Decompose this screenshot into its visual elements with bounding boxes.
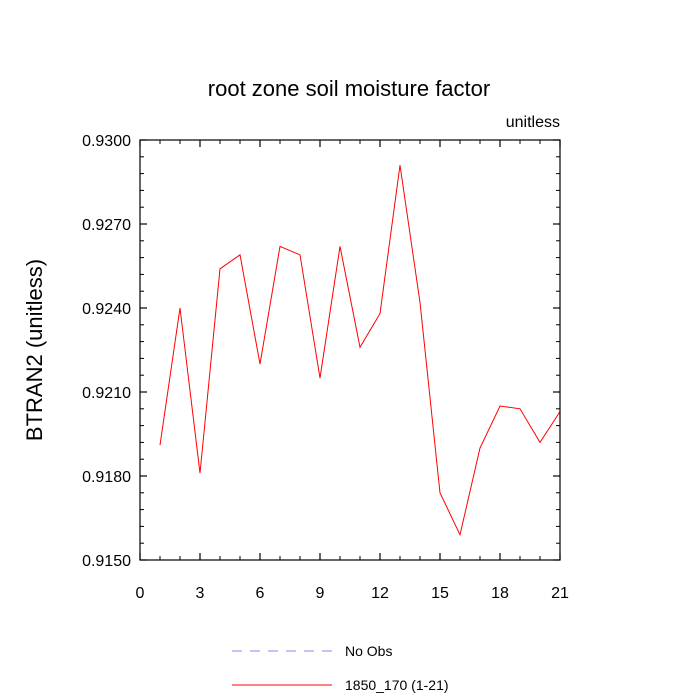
- x-tick-label: 9: [316, 585, 325, 602]
- y-tick-label: 0.9240: [82, 301, 131, 318]
- y-axis-label: BTRAN2 (unitless): [22, 259, 47, 441]
- axis-ticks: [139, 139, 561, 561]
- x-tick-label: 21: [551, 585, 569, 602]
- plot-frame: [139, 139, 561, 561]
- y-tick-label: 0.9270: [82, 217, 131, 234]
- x-tick-label: 6: [256, 585, 265, 602]
- y-tick-label: 0.9300: [82, 133, 131, 150]
- x-tick-label: 3: [196, 585, 205, 602]
- series-line-1: [159, 165, 561, 537]
- x-tick-label: 12: [371, 585, 389, 602]
- y-tick-label: 0.9210: [82, 385, 131, 402]
- y-tick-label: 0.9180: [82, 469, 131, 486]
- legend-label-1850-170: 1850_170 (1-21): [345, 677, 449, 693]
- chart-title: root zone soil moisture factor: [208, 76, 490, 101]
- legend: No Obs 1850_170 (1-21): [232, 643, 449, 693]
- units-label: unitless: [506, 114, 560, 131]
- axis-tick-labels: 0 3 6 9 12 15 18 21 0.9150 0.9180 0.9210 0.9240 0.92…: [82, 133, 569, 602]
- x-tick-label: 18: [491, 585, 509, 602]
- y-tick-label: 0.9150: [82, 553, 131, 570]
- x-tick-label: 15: [431, 585, 449, 602]
- x-tick-label: 0: [136, 585, 145, 602]
- data-series: [159, 165, 561, 537]
- legend-label-no-obs: No Obs: [345, 643, 392, 659]
